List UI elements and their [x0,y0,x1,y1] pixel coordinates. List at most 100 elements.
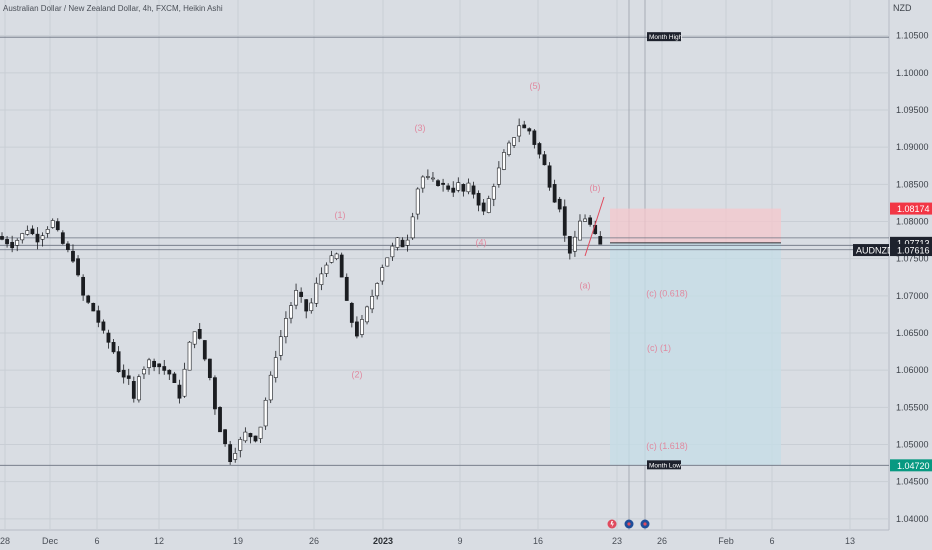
candle [207,358,212,381]
position-zone[interactable] [610,208,781,466]
price-tag-bg [890,459,932,472]
candle [329,250,334,264]
candle [177,379,182,404]
candle [81,274,86,301]
lightning-glyph [610,521,614,528]
candle-body-down [131,381,136,399]
candle-body-down [223,429,227,445]
candle [400,237,405,248]
candle [96,305,101,328]
candle-body-up [25,230,30,235]
candle [420,175,425,193]
candle-body-up [273,357,278,378]
y-tick-label: 1.04500 [896,477,929,487]
candle [395,236,400,251]
candle [567,236,572,260]
candle-body-up [15,240,20,246]
candle-body-down [162,366,167,371]
candle-body-up [238,439,243,451]
candle [284,311,288,344]
candle-body-up [415,188,420,215]
candle [349,301,354,328]
candle [131,376,136,403]
event-icons[interactable] [607,519,650,529]
y-tick-label: 1.05500 [896,402,929,412]
candle [60,230,65,245]
x-tick-label: Feb [718,536,734,546]
x-tick-label: Dec [42,536,59,546]
candle [537,141,542,159]
level-label-text: Month Low [649,462,681,469]
candle [91,302,96,312]
price-tag[interactable]: 1.08174 [890,202,932,215]
candle [481,199,486,216]
candle-body-down [557,198,562,210]
x-tick-label: 28 [0,536,10,546]
candle-body-up [284,318,288,338]
x-tick-label: 6 [769,536,774,546]
candle [502,149,506,171]
candle-body-up [578,220,582,241]
candle [304,299,309,319]
candle [142,366,146,379]
candle [167,369,172,380]
candles [0,118,603,465]
candle-body-down [461,184,466,192]
candle-body-up [314,282,319,304]
candle-body-down [35,233,40,243]
candle-body-up [375,283,380,297]
candle-body-up [233,453,238,460]
candle-body-up [507,142,511,155]
candle-body-down [197,328,202,339]
take-profit-zone[interactable] [610,242,781,466]
candle [55,218,60,232]
candle [172,371,177,383]
candle [45,226,50,238]
candle [451,181,456,197]
candle [507,140,511,157]
wave-label: (2) [352,370,363,380]
candle-body-down [481,202,486,212]
candle-body-down [71,250,75,262]
candle-body-down [532,130,537,145]
level-label-month-low: Month Low [647,460,681,470]
candle [476,190,481,212]
candle-body-down [121,369,126,378]
y-tick-label: 1.08500 [896,179,929,189]
candle [339,252,344,278]
price-tag[interactable]: AUDNZD 1.07616 [853,244,932,257]
candle [182,362,187,398]
candle [466,178,471,195]
price-axis[interactable] [889,0,932,550]
y-tick-label: 1.10500 [896,31,929,41]
wave-label: (c) (1.618) [646,441,688,451]
candle-body-up [263,399,268,427]
candle [390,242,395,261]
price-tag[interactable]: 1.04720 [890,459,932,472]
candle-body-up [431,177,435,180]
candle [486,195,491,214]
candle [294,283,298,310]
candle [578,214,582,241]
candle [547,162,552,191]
candle [187,340,192,371]
candle [25,225,30,236]
y-tick-label: 1.08000 [896,217,929,227]
candle [512,137,516,148]
y-tick-label: 1.07500 [896,254,929,264]
candle-body-up [187,341,192,371]
y-tick-label: 1.05000 [896,440,929,450]
level-label-bg [647,32,681,42]
candle-body-down [111,342,116,353]
candle [471,181,476,199]
annotations: (1) (2) (3) (4) (5) (a) (b) (c) (0.618) (c) (1) (… [335,81,688,451]
y-axis-ticks: 1.10500 1.10000 1.09500 1.09000 1.08500 1.080… [896,31,929,524]
candle-body-down [441,182,445,185]
wave-label: (5) [530,81,541,91]
candle-body-up [405,239,410,246]
candle [253,435,258,443]
stop-loss-zone[interactable] [610,208,781,243]
candle [233,447,238,463]
